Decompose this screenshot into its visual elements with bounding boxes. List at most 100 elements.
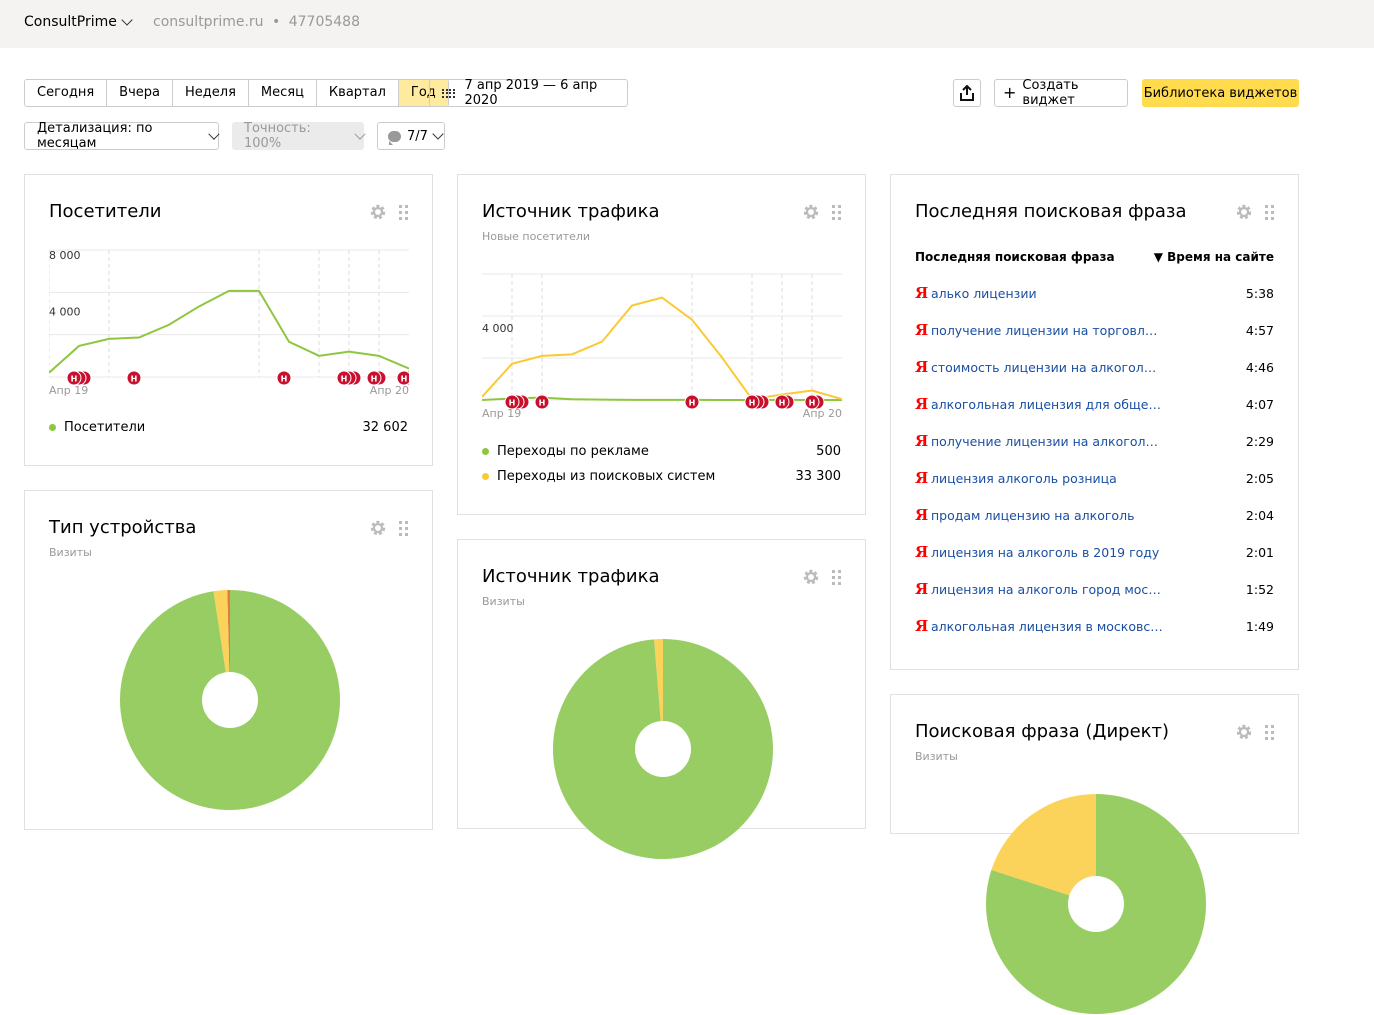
phrase-link[interactable]: стоимость лицензии на алкоголь в 2020 [931, 359, 1163, 375]
export-button[interactable] [953, 79, 981, 107]
chevron-down-icon [208, 128, 220, 140]
legend-dot [482, 473, 489, 480]
accuracy-label: Точность: 100% [244, 121, 311, 151]
period-today[interactable]: Сегодня [25, 80, 108, 106]
widget-last-search-phrase: Последняя поисковая фраза Последняя поис… [890, 174, 1299, 670]
period-yesterday[interactable]: Вчера [107, 80, 173, 106]
phrase-link[interactable]: алкогольная лицензия в московской област… [931, 618, 1163, 634]
gear-icon[interactable] [369, 519, 387, 537]
counter-id: 47705488 [288, 14, 360, 30]
widget-library-button[interactable]: Библиотека виджетов [1142, 79, 1299, 107]
column-time[interactable]: ▼ Время на сайте [1153, 250, 1274, 264]
widget-tools [369, 203, 408, 221]
period-week[interactable]: Неделя [173, 80, 249, 106]
gear-icon[interactable] [802, 568, 820, 586]
time-on-site: 1:49 [1245, 618, 1274, 634]
note-marker[interactable]: Н [504, 394, 530, 410]
widget-subtitle: Визиты [915, 750, 958, 763]
comment-icon [388, 130, 401, 145]
note-marker[interactable]: Н [804, 394, 825, 410]
time-on-site: 2:29 [1245, 433, 1274, 449]
yandex-icon: Я [915, 543, 929, 561]
note-marker[interactable]: Н [126, 370, 142, 386]
create-widget-label: Создать виджет [1022, 78, 1079, 108]
svg-text:Н: Н [71, 375, 78, 384]
widget-subtitle: Новые посетители [482, 230, 591, 243]
phrase-link[interactable]: получение лицензии на алкоголь для магаз… [931, 433, 1163, 449]
note-marker[interactable]: Н [336, 370, 362, 386]
svg-text:Н: Н [689, 399, 696, 408]
accuracy-dropdown: Точность: 100% [232, 121, 366, 151]
svg-text:Н: Н [749, 399, 756, 408]
top-bar: ConsultPrime consultprime.ru • 47705488 [0, 0, 1374, 48]
table-header: Последняя поисковая фраза ▼ Время на сай… [915, 250, 1274, 264]
drag-handle-icon[interactable] [399, 520, 408, 536]
legend-item: Переходы по рекламе 500 [482, 444, 841, 459]
legend-item: Посетители 32 602 [49, 420, 408, 435]
drag-handle-icon[interactable] [832, 569, 841, 585]
gear-icon[interactable] [802, 203, 820, 221]
period-quarter[interactable]: Квартал [316, 80, 399, 106]
widget-device-type: Тип устройства Визиты [24, 490, 433, 830]
phrase-link[interactable]: продам лицензию на алкоголь [931, 507, 1135, 523]
note-marker[interactable]: Н [774, 394, 795, 410]
drag-handle-icon[interactable] [1265, 204, 1274, 220]
note-marker[interactable]: Н [66, 370, 92, 386]
phrase-link[interactable]: лицензия на алкоголь в 2019 году [931, 544, 1160, 560]
yandex-icon: Я [915, 617, 929, 635]
note-marker[interactable]: Н [534, 394, 550, 410]
series-line [49, 289, 409, 374]
note-marker[interactable]: Н [684, 394, 700, 410]
widget-title: Последняя поисковая фраза [915, 201, 1187, 222]
widget-title: Источник трафика [482, 201, 660, 222]
site-info: consultprime.ru • 47705488 [153, 14, 360, 30]
time-on-site: 4:07 [1245, 396, 1274, 412]
yandex-icon: Я [915, 395, 929, 413]
period-selector: Сегодня Вчера Неделя Месяц Квартал Год [24, 79, 449, 107]
note-marker[interactable]: Н [366, 370, 387, 386]
donut-hole [635, 721, 691, 777]
yandex-icon: Я [915, 284, 929, 302]
time-on-site: 4:57 [1245, 322, 1274, 338]
note-marker[interactable]: Н [276, 370, 292, 386]
donut-hole [1068, 876, 1124, 932]
drag-handle-icon[interactable] [399, 204, 408, 220]
legend-value: 500 [816, 444, 841, 459]
share-icon [960, 85, 974, 101]
create-widget-button[interactable]: + Создать виджет [994, 78, 1128, 108]
drag-handle-icon[interactable] [1265, 724, 1274, 740]
detail-dropdown[interactable]: Детализация: по месяцам [24, 121, 220, 151]
period-month[interactable]: Месяц [248, 80, 317, 106]
column-phrase: Последняя поисковая фраза [915, 250, 1115, 264]
y-tick-label: 4 000 [49, 306, 81, 319]
note-marker[interactable]: Н [396, 370, 409, 386]
notes-dropdown[interactable]: 7/7 [377, 122, 445, 150]
chevron-down-icon [121, 14, 133, 26]
counter-selector[interactable]: ConsultPrime [24, 14, 133, 30]
widget-title: Источник трафика [482, 566, 660, 587]
svg-text:Н: Н [341, 375, 348, 384]
widget-traffic-new: Источник трафика Новые посетители 4 000 8… [457, 174, 866, 515]
phrase-link[interactable]: алько лицензии [931, 285, 1037, 301]
gear-icon[interactable] [1235, 723, 1253, 741]
legend-label: Переходы из поисковых систем [497, 469, 716, 484]
phrase-link[interactable]: получение лицензии на торговлю алкоголем [931, 322, 1163, 338]
gear-icon[interactable] [369, 203, 387, 221]
svg-text:Н: Н [401, 375, 408, 384]
drag-handle-icon[interactable] [832, 204, 841, 220]
date-range-picker[interactable]: 7 апр 2019 — 6 апр 2020 [429, 78, 628, 108]
phrase-link[interactable]: алкогольная лицензия для общепита [931, 396, 1163, 412]
phrase-link[interactable]: лицензия алкоголь розница [931, 470, 1117, 486]
widget-title: Тип устройства [49, 517, 197, 538]
x-tick-label: Апр 20 [370, 384, 409, 397]
note-marker[interactable]: Н [744, 394, 770, 410]
phrase-link[interactable]: лицензия на алкоголь город москва [931, 581, 1163, 597]
gear-icon[interactable] [1235, 203, 1253, 221]
traffic-visits-pie-chart [553, 639, 773, 859]
site-domain: consultprime.ru [153, 14, 264, 30]
counter-name: ConsultPrime [24, 14, 117, 30]
